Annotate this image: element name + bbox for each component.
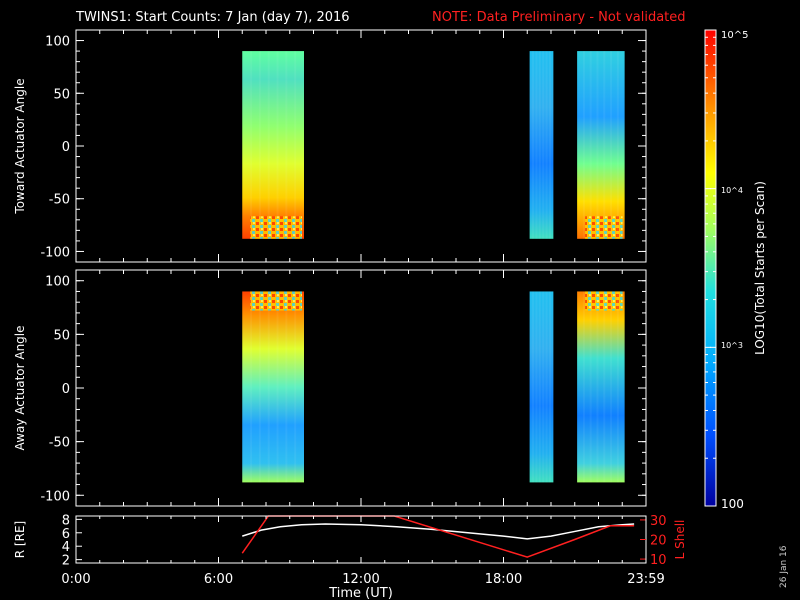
y-tick-label: -100 [40,489,70,504]
y-tick-label-right: 20 [650,534,667,549]
y-tick-label: 4 [62,540,70,555]
y-tick-label-right: 30 [650,514,667,529]
colorbar-gradient [704,29,717,507]
radius-line [242,523,635,540]
x-tick-label: 23:59 [627,572,664,587]
colorbar: 10^5 10^4 10^3 100 LOG10(Total Starts pe… [704,29,767,511]
y-tick-label: 0 [62,140,70,155]
heatmap-speckle [250,291,302,311]
date-stamp: 26 Jan 16 [779,545,789,588]
y-tick-label: 2 [62,554,70,569]
y-axis-label: Away Actuator Angle [13,325,27,450]
preliminary-note: NOTE: Data Preliminary - Not validated [432,10,686,25]
heatmap-block [242,291,304,483]
y-axis-label-left: R [RE] [13,521,27,558]
heatmap-block [529,291,554,483]
y-tick-label: 6 [62,527,70,542]
panel-frame [75,29,647,263]
x-tick-label: 18:00 [485,572,522,587]
y-tick-label: 100 [45,35,70,50]
y-tick-label: -100 [40,245,70,260]
x-tick-label: 12:00 [342,572,379,587]
y-tick-label: 0 [62,382,70,397]
y-tick-label: -50 [49,436,70,451]
y-tick-label-right: 10 [650,553,667,568]
figure-title: TWINS1: Start Counts: 7 Jan (day 7), 201… [75,10,350,25]
x-tick-label: 6:00 [204,572,233,587]
x-tick-label: 0:00 [61,572,90,587]
colorbar-tick-label: 10^3 [721,341,743,350]
y-axis-label-right: L Shell [673,520,687,560]
colorbar-label: LOG10(Total Starts per Scan) [753,181,767,355]
y-axis-label: Toward Actuator Angle [13,78,27,214]
heatmap-speckle [250,216,302,239]
y-tick-label: -50 [49,193,70,208]
y-tick-label: 50 [53,328,70,343]
colorbar-tick-label: 10^4 [721,186,743,195]
panel-frame [75,515,647,564]
x-axis-label: Time (UT) [328,586,393,600]
toward-actuator-panel: 100 50 0 -50 -100 Toward Actuator Angle [13,29,647,263]
y-tick-label: 100 [45,275,70,290]
lshell-line [241,515,635,558]
y-tick-label: 50 [53,87,70,102]
heatmap-block [577,51,625,239]
panel-frame [75,269,647,507]
heatmap-block [242,51,304,239]
heatmap-speckle [585,291,623,311]
away-actuator-panel: 100 50 0 -50 -100 Away Actuator Angle [13,269,647,507]
colorbar-tick-label: 10^5 [721,30,748,41]
colorbar-tick-label: 100 [721,497,744,511]
heatmap-block [577,291,625,483]
heatmap-block [529,51,554,239]
y-tick-label: 8 [62,513,70,528]
heatmap-speckle [585,216,623,239]
